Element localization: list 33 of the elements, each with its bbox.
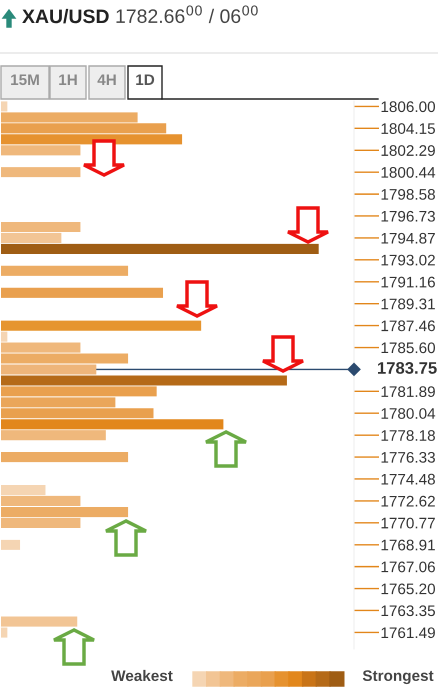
y-tick-label: 1781.89 — [382, 386, 435, 398]
y-tick-label: 1796.73 — [382, 210, 435, 222]
y-tick-label: 1798.58 — [382, 188, 435, 200]
y-tick-label: 1785.60 — [382, 342, 436, 354]
text: 15M — [11, 74, 39, 86]
y-tick-label: 1804.15 — [382, 123, 435, 134]
text: Weakest — [111, 670, 173, 682]
y-tick-label: 1791.16 — [382, 276, 435, 288]
y-tick-label: 1776.33 — [382, 452, 435, 463]
y-tick-label: 1800.44 — [382, 167, 436, 178]
y-tick-label: 1768.91 — [382, 540, 435, 550]
y-tick-label: 1770.77 — [382, 518, 435, 528]
text: 1H — [59, 74, 77, 85]
y-tick-label: 1793.02 — [382, 254, 435, 266]
y-tick-label: 1806.00 — [382, 101, 436, 112]
y-tick-label: 1761.49 — [382, 627, 435, 638]
y-tick-label: 1789.31 — [382, 298, 435, 310]
ref-line-label: 1783.75 — [378, 362, 437, 374]
text: Strongest — [362, 670, 434, 684]
chart-title: XAU/USD — [22, 8, 109, 24]
y-tick-label: 1802.29 — [382, 145, 435, 156]
y-tick-label: 1787.46 — [382, 320, 435, 332]
y-tick-label: 1765.20 — [382, 583, 436, 594]
y-tick-label: 1772.62 — [382, 496, 435, 507]
y-tick-label: 1767.06 — [382, 561, 435, 572]
y-tick-label: 1763.35 — [382, 605, 435, 616]
y-tick-label: 1780.04 — [382, 408, 436, 419]
text: 1D — [136, 74, 154, 85]
text: 4H — [97, 74, 116, 85]
y-tick-label: 1778.18 — [382, 430, 435, 441]
chart-subtitle: 1782.66$^{00}$ / 06$^{00}$ — [116, 5, 258, 24]
y-tick-label: 1794.87 — [382, 232, 435, 244]
y-tick-label: 1774.48 — [382, 474, 435, 485]
